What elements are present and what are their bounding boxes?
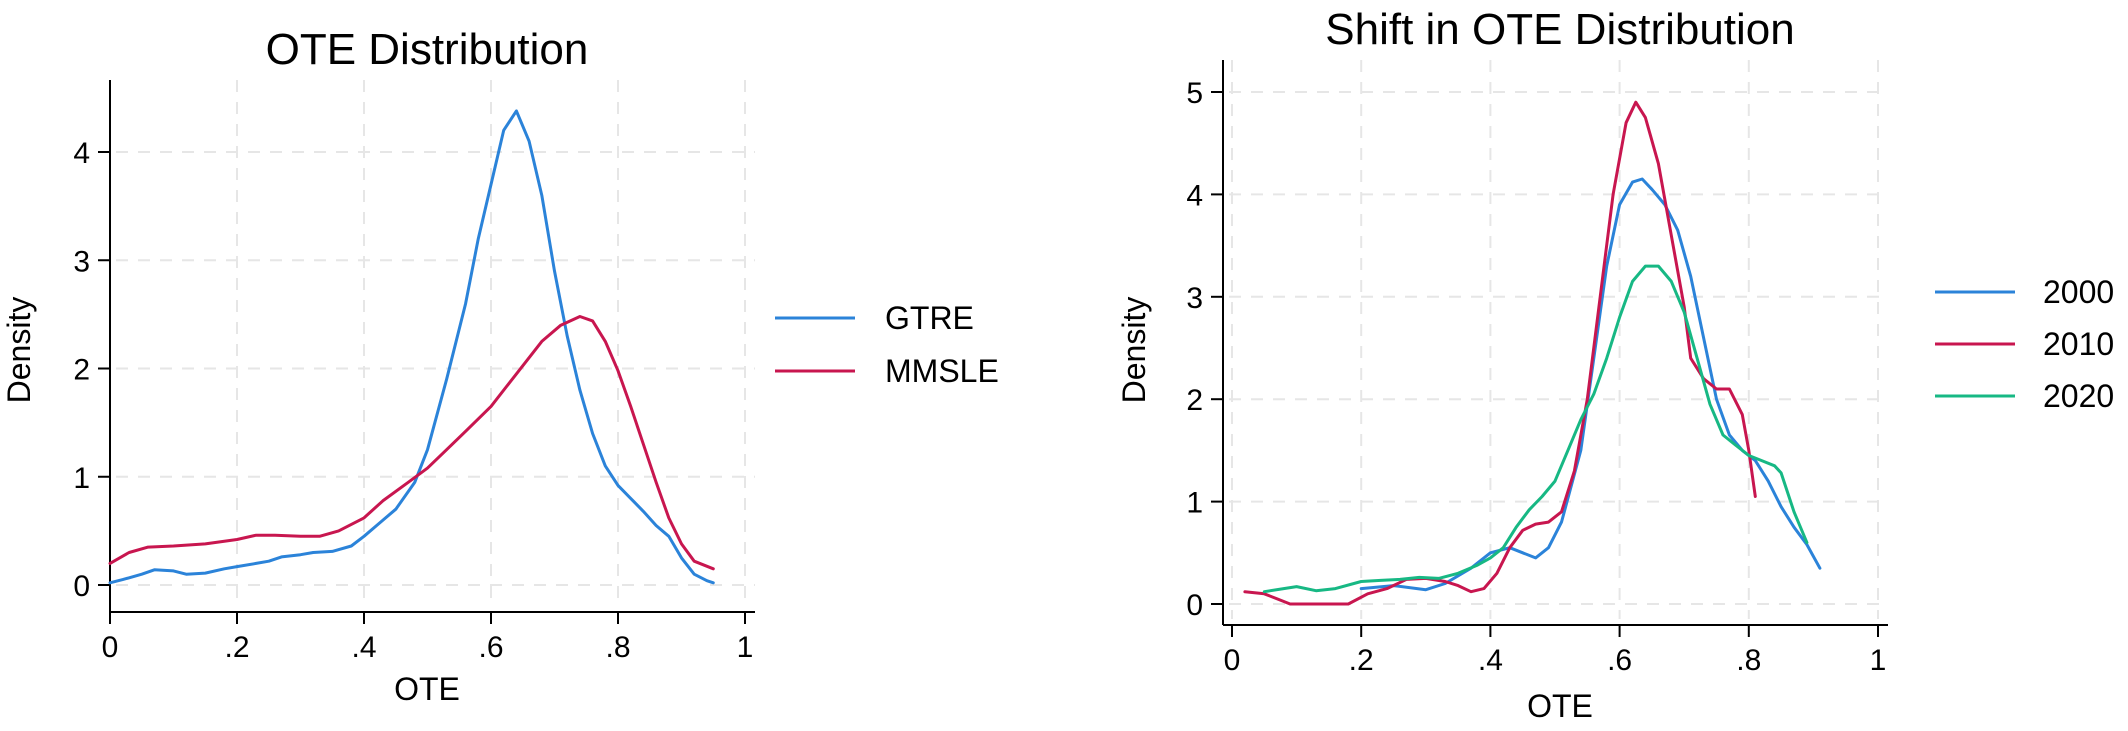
x-axis-label: OTE	[1527, 688, 1593, 724]
y-tick-label: 0	[73, 570, 90, 603]
y-tick-label: 2	[73, 354, 90, 387]
x-tick-label: 0	[1224, 644, 1241, 677]
y-tick-label: 4	[73, 137, 90, 170]
legend-label: 2020	[2043, 378, 2114, 414]
legend-label: 2010	[2043, 326, 2114, 362]
shift-in-ote-distribution-panel: 0 .2 .4 .6 .8 1 0 1 2 3 4 5 Shift in OTE Distributio…	[1116, 5, 2114, 724]
x-tick-label: .2	[224, 631, 249, 664]
y-tick-label: 0	[1186, 589, 1203, 622]
y-tick-label: 1	[73, 462, 90, 495]
series-line-2010	[1243, 100, 1757, 606]
y-axis-label: Density	[1116, 297, 1152, 404]
chart-title: Shift in OTE Distribution	[1325, 5, 1795, 54]
legend-label: MMSLE	[885, 353, 999, 389]
y-tick-label: 3	[1186, 282, 1203, 315]
x-tick-label: .2	[1349, 644, 1374, 677]
series-line-mmsle	[108, 315, 715, 571]
x-tick-label: .6	[478, 631, 503, 664]
series-line-gtre	[108, 109, 715, 585]
chart-title: OTE Distribution	[266, 25, 589, 74]
y-tick-label: 1	[1186, 487, 1203, 520]
x-tick-label: 1	[1870, 644, 1887, 677]
legend-label: 2000	[2043, 274, 2114, 310]
x-tick-label: .4	[1478, 644, 1503, 677]
x-tick-label: 1	[737, 631, 754, 664]
ote-distribution-panel: 0 .2 .4 .6 .8 1 0 1 2 3 4 OTE Distribution OTE Densit…	[1, 25, 999, 707]
x-tick-label: .6	[1607, 644, 1632, 677]
x-tick-label: .4	[351, 631, 376, 664]
x-tick-label: 0	[102, 631, 119, 664]
x-axis-label: OTE	[394, 671, 460, 707]
y-tick-label: 2	[1186, 384, 1203, 417]
y-axis-label: Density	[1, 297, 37, 404]
y-tick-label: 4	[1186, 179, 1203, 212]
series-line-2020	[1262, 264, 1809, 594]
series-line-2000	[1359, 177, 1822, 592]
legend-label: GTRE	[885, 300, 974, 336]
y-tick-label: 5	[1186, 77, 1203, 110]
x-tick-label: .8	[605, 631, 630, 664]
x-tick-label: .8	[1736, 644, 1761, 677]
y-tick-label: 3	[73, 245, 90, 278]
